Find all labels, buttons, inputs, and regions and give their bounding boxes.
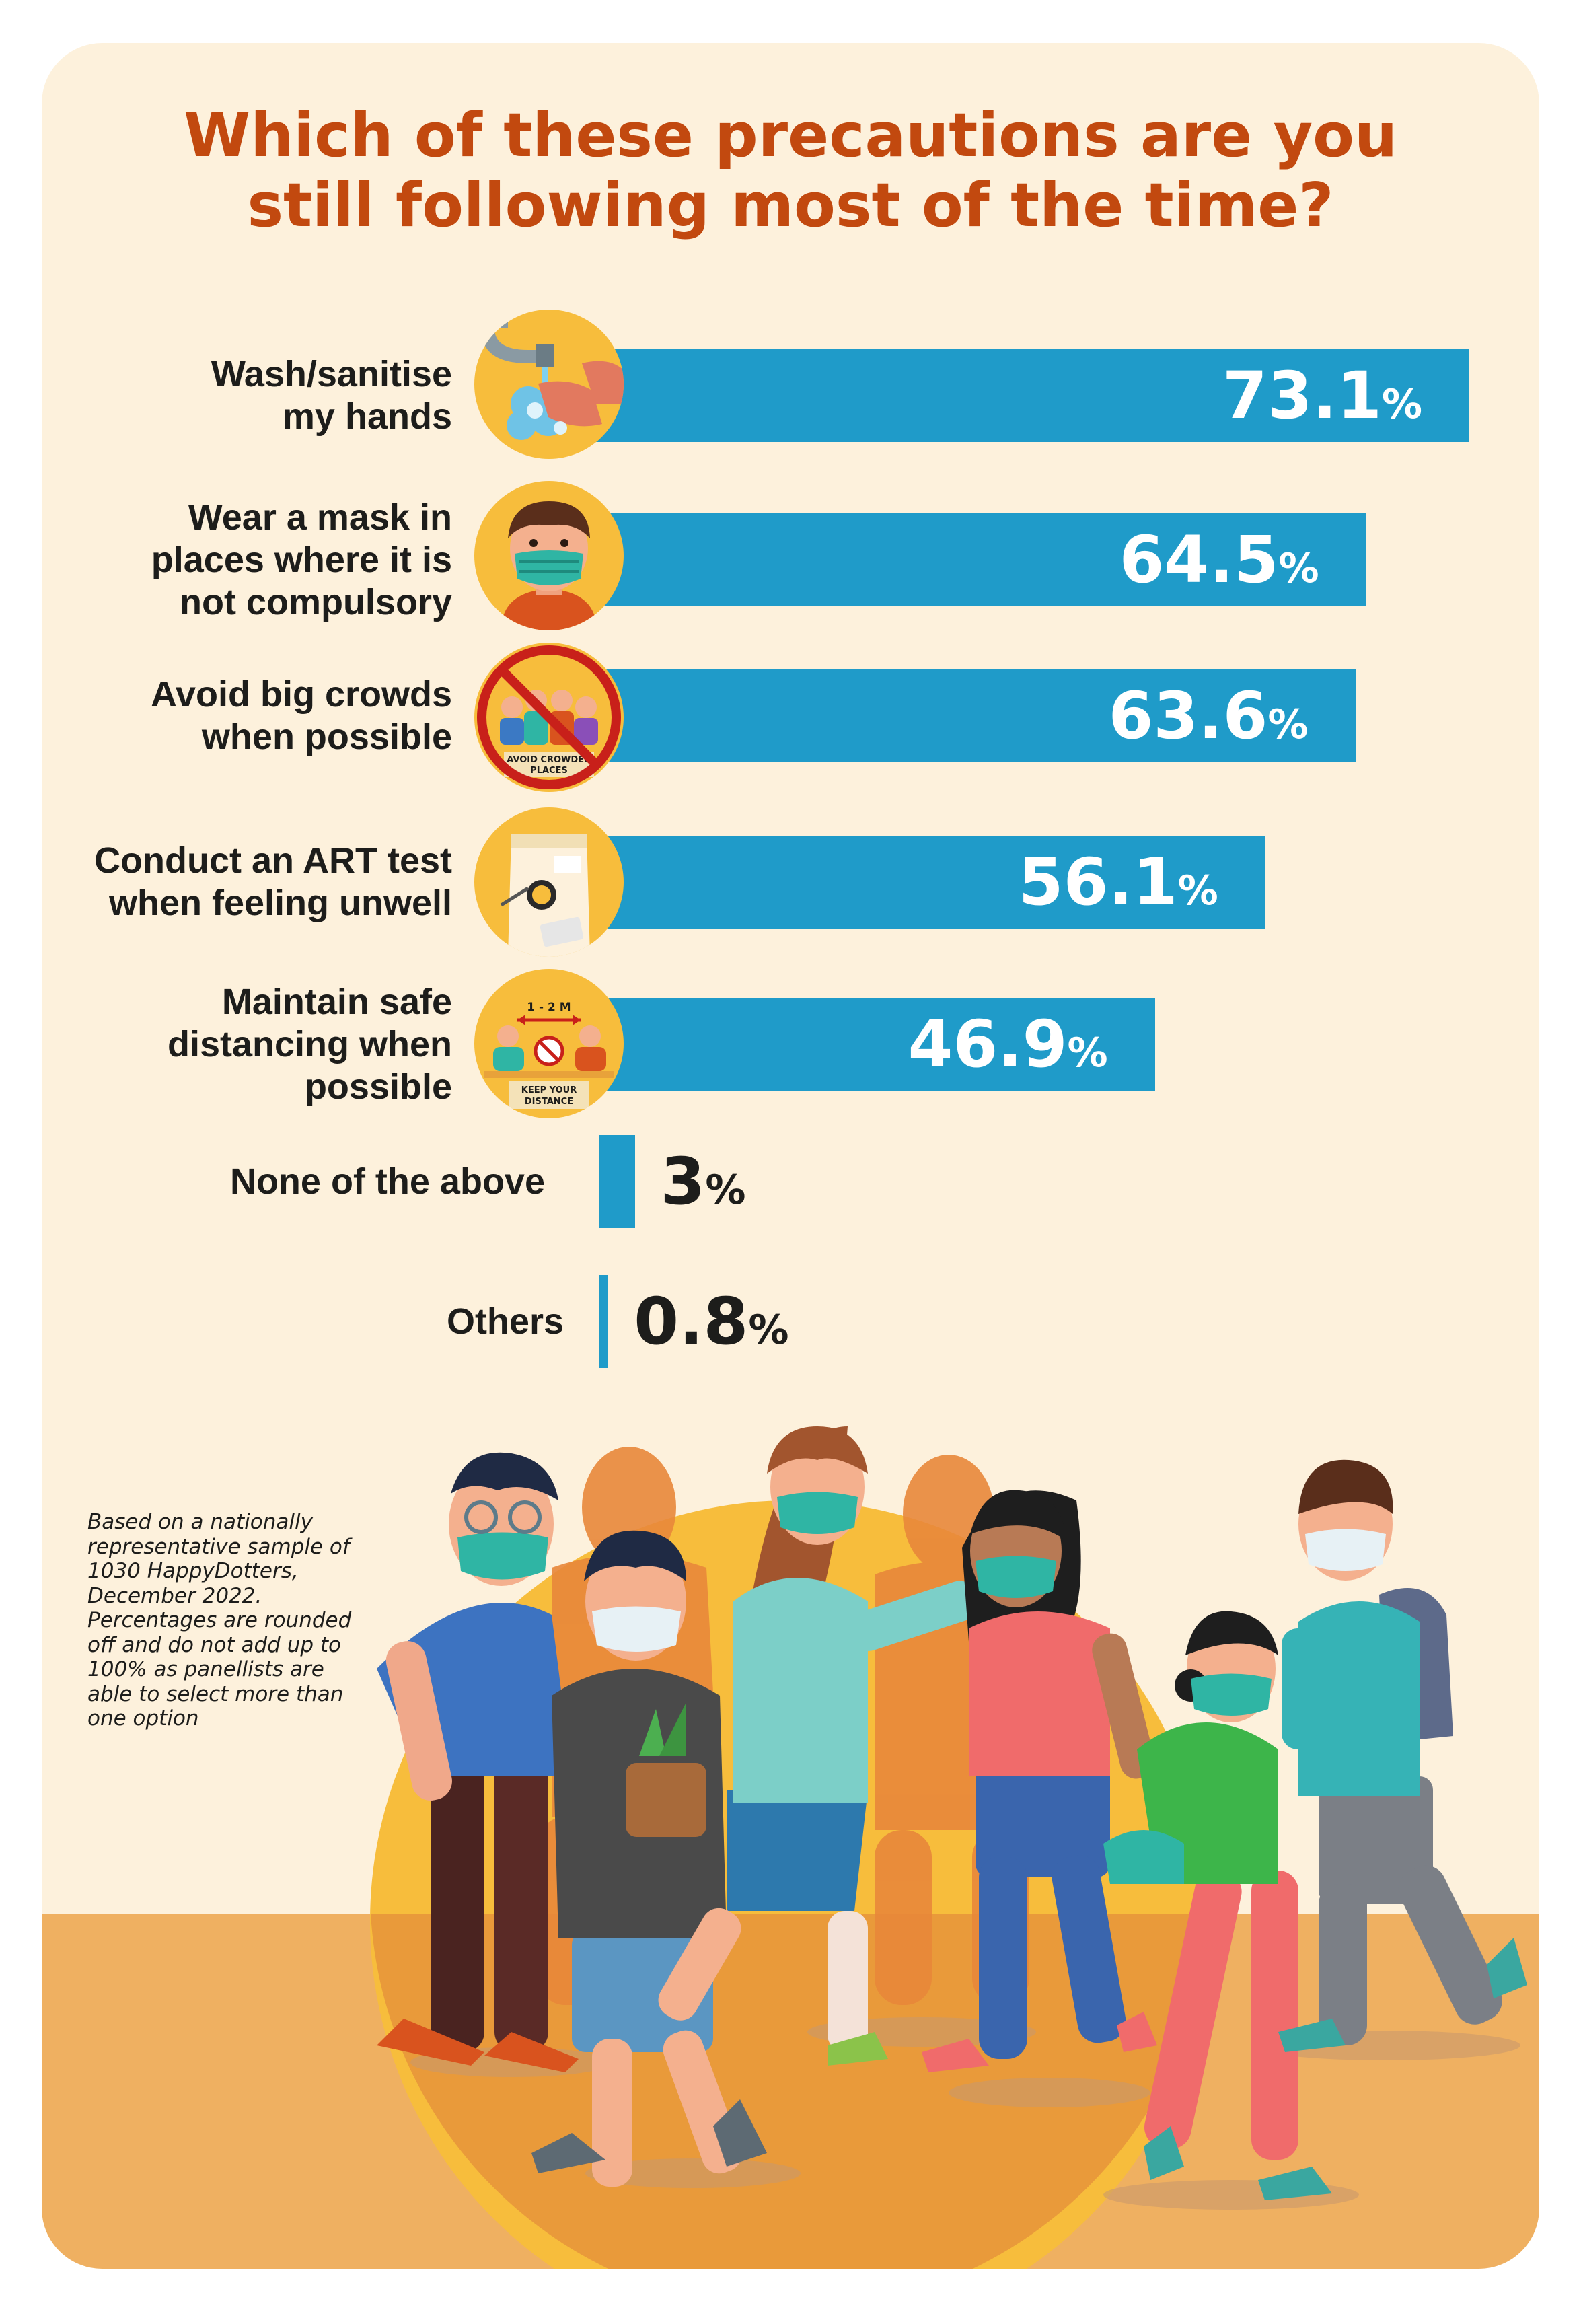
category-label: Wash/sanitise my hands <box>22 353 452 438</box>
category-label-line: my hands <box>282 396 452 437</box>
category-label: Conduct an ART test when feeling unwell <box>22 840 452 924</box>
value-unit: % <box>1267 701 1309 748</box>
footnote-line: 1030 HappyDotters, <box>87 1559 299 1583</box>
category-label-line: Conduct an ART test <box>94 840 452 881</box>
bar <box>599 1275 609 1368</box>
bar <box>592 836 1265 929</box>
bar-chart: Wash/sanitise my hands 73.1% Wear a mask in… <box>22 349 1469 1368</box>
crowd-sign-line-2: PLACES <box>530 766 568 776</box>
value-number: 46.9 <box>908 1007 1068 1082</box>
footnote-line: December 2022. <box>87 1583 262 1608</box>
value-number: 3 <box>660 1144 706 1219</box>
value-unit: % <box>1067 1029 1108 1077</box>
value-unit: % <box>1381 381 1422 428</box>
bar <box>592 669 1356 762</box>
bar <box>592 998 1155 1091</box>
value-label: 56.1% <box>1019 848 1218 924</box>
value-number: 63.6 <box>1108 678 1268 754</box>
art-test-kit-icon <box>474 807 624 957</box>
category-label: Others <box>133 1301 564 1343</box>
value-unit: % <box>748 1307 789 1354</box>
value-label: 46.9% <box>908 1011 1108 1087</box>
bar <box>599 1135 635 1228</box>
category-label: Maintain safe distancing when possible <box>22 981 452 1108</box>
girl-green-shirt <box>1103 1611 1332 2200</box>
value-label: 63.6% <box>1109 682 1309 758</box>
chart-title: Which of these precautions are you still… <box>0 101 1581 241</box>
value-number: 73.1 <box>1222 358 1382 433</box>
man-backpack <box>1278 1459 1527 2052</box>
value-label: 73.1% <box>1222 362 1422 438</box>
people-walking-illustration <box>370 1426 1527 2269</box>
category-label-line: None of the above <box>229 1161 545 1202</box>
category-label: Wear a mask in places where it is not comp… <box>22 497 452 624</box>
keep-your-distance-icon: 1 - 2 M KEEP YOUR DISTANCE <box>474 969 624 1118</box>
category-label-line: places where it is <box>151 539 452 580</box>
value-label: 0.8% <box>634 1288 788 1364</box>
footnote-line: off and do not add up to <box>87 1632 341 1657</box>
category-label-line: not compulsory <box>179 581 452 622</box>
distance-sign-line-2: DISTANCE <box>525 1097 573 1107</box>
crowd-sign-line-1: AVOID CROWDED <box>507 755 591 765</box>
woman-teal-top <box>658 1426 980 2066</box>
category-label-line: Maintain safe <box>221 981 452 1022</box>
category-label-line: distancing when <box>167 1023 452 1064</box>
footnote-line: one option <box>87 1706 199 1731</box>
category-label: Avoid big crowds when possible <box>22 674 452 758</box>
value-unit: % <box>1278 545 1319 592</box>
category-label-line: when possible <box>201 717 452 757</box>
value-number: 0.8 <box>634 1284 749 1359</box>
footnote-line: Percentages are rounded <box>87 1608 352 1632</box>
distance-sign-line-1: KEEP YOUR <box>521 1085 577 1095</box>
value-unit: % <box>1177 867 1218 914</box>
category-label-line: when feeling unwell <box>108 883 452 923</box>
face-mask-person-icon <box>474 481 624 630</box>
category-label: None of the above <box>114 1161 545 1203</box>
hand-washing-icon <box>474 310 624 459</box>
bar <box>592 513 1366 606</box>
value-unit: % <box>705 1167 746 1214</box>
category-label-line: Others <box>446 1301 564 1342</box>
category-label-line: possible <box>304 1066 452 1107</box>
footnote-line: 100% as panellists are <box>87 1657 324 1681</box>
woman-pink-top <box>922 1490 1157 2072</box>
footnote-line: representative sample of <box>87 1534 350 1559</box>
title-line-2: still following most of the time? <box>247 170 1334 241</box>
man-blue-shirt <box>377 1452 579 2072</box>
value-label: 3% <box>661 1148 746 1224</box>
value-number: 64.5 <box>1119 522 1279 597</box>
footnote-line: able to select more than <box>87 1681 344 1706</box>
boy-gray-sweater <box>531 1530 767 2187</box>
value-number: 56.1 <box>1018 844 1178 920</box>
avoid-crowded-places-icon: AVOID CROWDED PLACES <box>474 643 624 792</box>
category-label-line: Wash/sanitise <box>211 354 452 394</box>
category-label-line: Avoid big crowds <box>150 674 452 715</box>
footnote: Based on a nationally representative sam… <box>87 1510 370 1731</box>
footnote-line: Based on a nationally <box>87 1510 313 1534</box>
distance-range-label: 1 - 2 M <box>527 1001 571 1014</box>
value-label: 64.5% <box>1119 526 1319 602</box>
title-line-1: Which of these precautions are you <box>183 100 1398 171</box>
bar <box>592 349 1469 442</box>
category-label-line: Wear a mask in <box>188 497 452 538</box>
